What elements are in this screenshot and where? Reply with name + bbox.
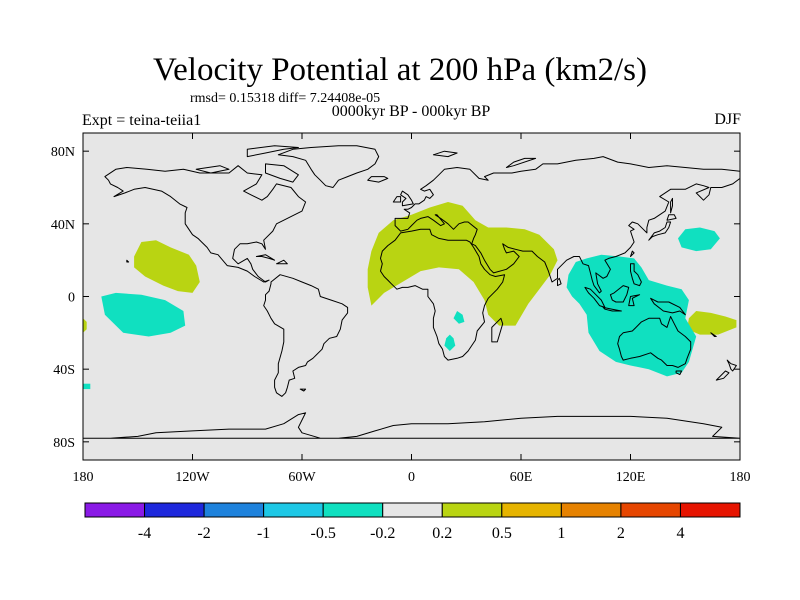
season-label: DJF <box>714 111 741 128</box>
colorbar-label: 2 <box>617 525 625 542</box>
colorbar-swatch <box>144 502 205 518</box>
x-tick-label: 120W <box>175 470 210 485</box>
java-coastline <box>602 306 622 312</box>
new-zealand-north-coastline <box>726 359 737 372</box>
y-tick-label: 40N <box>51 218 75 233</box>
hawaii-coastline <box>126 259 130 263</box>
britain-coastline <box>400 190 414 207</box>
colorbar-label: -2 <box>197 525 210 542</box>
plot-subtitle: 0000kyr BP - 000kyr BP <box>331 103 491 120</box>
colorbar-label: 0.5 <box>492 525 512 542</box>
experiment-label: Expt = teina-teiia1 <box>82 112 202 129</box>
eurasia-coastline <box>394 156 740 294</box>
colorbar-swatch <box>203 502 265 518</box>
colorbar-label: -0.5 <box>311 525 336 542</box>
southeast-africa-negative-region <box>453 311 465 324</box>
colorbar-label: 0.2 <box>432 525 452 542</box>
sumatra-coastline <box>584 286 606 308</box>
x-tick-label: 180 <box>730 470 751 485</box>
colorbar-swatch <box>322 502 384 518</box>
colorbar-swatch <box>560 502 622 518</box>
colorbar-swatch <box>382 502 443 518</box>
y-tick-label: 0 <box>68 291 75 306</box>
colorbar-swatch <box>441 502 503 518</box>
maritime-continent-australia-negative-region <box>566 254 697 377</box>
hispaniola-coastline <box>276 259 288 265</box>
sri-lanka-coastline <box>557 277 562 287</box>
colorbar-swatch <box>679 502 741 518</box>
y-tick-label: 40S <box>53 363 75 378</box>
colorbar-label: 1 <box>557 525 565 542</box>
south-america-coastline <box>263 274 349 397</box>
new-zealand-south-coastline <box>715 370 730 381</box>
y-tick-label: 80S <box>53 436 75 451</box>
stats-line: rmsd= 0.15318 diff= 7.24408e-05 <box>190 91 381 106</box>
colorbar-swatch <box>501 502 562 518</box>
ellesmere-island-coastline <box>246 145 299 158</box>
colorbar-swatch <box>263 502 324 518</box>
tasmania-coastline <box>675 370 683 376</box>
iceland-coastline <box>367 176 389 183</box>
south-pacific-west-positive-region <box>83 318 87 333</box>
victoria-island-coastline <box>195 165 230 174</box>
svalbard-coastline <box>432 150 458 158</box>
new-caledonia-coastline <box>710 332 717 337</box>
borneo-coastline <box>609 285 630 303</box>
madagascar-negative-region <box>444 334 456 351</box>
x-tick-label: 60W <box>288 470 316 485</box>
x-tick-label: 60E <box>510 470 533 485</box>
north-africa-arabia-positive-region <box>367 202 558 326</box>
x-tick-label: 180 <box>73 470 94 485</box>
antarctica-coastline <box>83 412 740 439</box>
philippines-coastline <box>630 263 642 287</box>
axis-ticks: 180 120W 60W 0 60E 120E 180 80N 40N 0 40S 80S <box>51 133 751 485</box>
north-america-coastline <box>104 165 307 283</box>
anomaly-layer <box>83 202 737 390</box>
north-pacific-positive-region <box>134 240 200 293</box>
madagascar-coastline <box>491 317 504 343</box>
novaya-zemlya-coastline <box>505 157 537 168</box>
x-tick-label: 120E <box>616 470 646 485</box>
west-pacific-negative-region <box>678 227 720 252</box>
greenland-coastline <box>277 145 380 188</box>
y-tick-label: 80N <box>51 145 75 160</box>
sulawesi-coastline <box>628 294 641 307</box>
colorbar-swatch <box>620 502 681 518</box>
baffin-island-coastline <box>265 163 299 183</box>
falklands-coastline <box>299 388 307 392</box>
colorbar-label: -1 <box>257 525 270 542</box>
hokkaido-coastline <box>666 214 677 221</box>
plot-title: Velocity Potential at 200 hPa (km2/s) <box>152 52 648 88</box>
coastline-layer <box>83 145 740 439</box>
japan-coastline <box>648 221 672 241</box>
africa-coastline <box>380 228 506 361</box>
colorbar-swatch <box>84 502 146 518</box>
ireland-coastline <box>392 196 402 203</box>
east-pacific-negative-region <box>101 292 186 337</box>
sakhalin-coastline <box>670 197 673 214</box>
colorbar-label: 4 <box>676 525 684 542</box>
colorbar-label: -4 <box>138 525 151 542</box>
cuba-coastline <box>255 254 276 261</box>
colorbar: -4 -2 -1 -0.5 -0.2 0.2 0.5 1 2 4 <box>84 502 741 542</box>
x-tick-label: 0 <box>408 470 415 485</box>
south-pacific-edge-negative-region <box>83 383 91 390</box>
taiwan-coastline <box>630 250 635 257</box>
colorbar-label: -0.2 <box>370 525 395 542</box>
new-guinea-coastline <box>650 297 686 316</box>
south-pacific-east-positive-region <box>687 311 737 335</box>
australia-coastline <box>617 316 692 368</box>
